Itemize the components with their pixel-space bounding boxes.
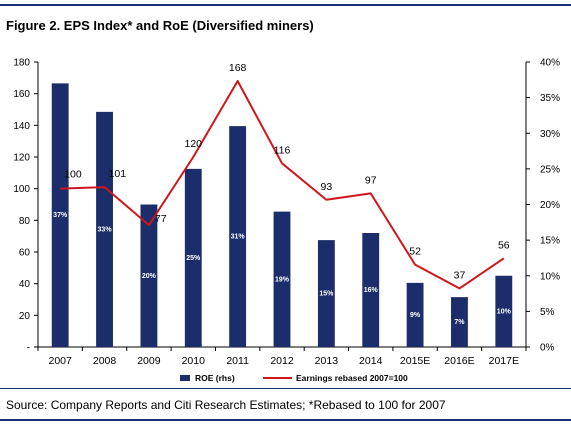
roe-bar-label: 37% [53, 212, 68, 219]
roe-bar [317, 240, 335, 347]
roe-bar-label: 15% [319, 291, 334, 298]
earnings-line-label: 101 [109, 168, 127, 180]
top-rule [0, 4, 571, 6]
legend-earnings-label: Earnings rebased 2007=100 [296, 373, 408, 383]
left-axis-tick-label: 180 [13, 58, 30, 69]
x-axis-tick-label: 2008 [93, 355, 117, 367]
roe-bar [495, 275, 513, 347]
roe-bar-label: 7% [454, 319, 465, 326]
bottom-rule [0, 419, 571, 421]
left-axis-tick-label: 60 [19, 248, 31, 259]
x-axis-tick-label: 2012 [270, 355, 294, 367]
roe-bar [406, 282, 424, 347]
x-axis-tick-label: 2016E [444, 355, 474, 367]
roe-bar [273, 211, 291, 347]
x-axis-tick-label: 2017E [489, 355, 519, 367]
earnings-line-label: 56 [498, 239, 510, 251]
left-axis-tick-label: 100 [13, 184, 30, 195]
earnings-line-label: 100 [64, 169, 82, 181]
x-axis-tick-label: 2014 [359, 355, 383, 367]
roe-bar [451, 297, 468, 347]
earnings-line-label: 77 [155, 213, 167, 225]
earnings-line-label: 52 [409, 246, 421, 258]
roe-bar-label: 31% [231, 234, 246, 241]
left-axis-tick-label: - [27, 343, 30, 354]
roe-bar-label: 16% [364, 287, 379, 294]
x-axis-tick-label: 2010 [182, 355, 206, 367]
left-axis-tick-label: 120 [13, 153, 30, 164]
roe-bar [362, 233, 380, 347]
earnings-line [60, 80, 505, 290]
roe-bar [184, 168, 202, 347]
earnings-line-label: 116 [274, 144, 291, 156]
x-axis-tick-label: 2011 [226, 355, 249, 367]
roe-bar [51, 83, 69, 347]
earnings-line-label: 120 [185, 138, 203, 150]
earnings-line-label: 93 [321, 181, 333, 193]
x-axis-tick-label: 2015E [400, 355, 430, 367]
left-axis-tick-label: 160 [13, 89, 30, 100]
right-axis-tick-label: 25% [540, 164, 560, 175]
left-axis-tick-label: 20 [19, 311, 31, 322]
left-axis-tick-label: 40 [19, 279, 31, 290]
right-axis-tick-label: 20% [540, 200, 560, 211]
right-axis-tick-label: 0% [540, 343, 555, 354]
right-axis-tick-label: 40% [540, 58, 560, 69]
roe-bar-label: 9% [410, 312, 421, 319]
earnings-line-label: 97 [365, 174, 377, 186]
right-axis-tick-label: 5% [540, 307, 555, 318]
x-axis-tick-label: 2013 [315, 355, 339, 367]
legend-roe-swatch [180, 375, 190, 381]
roe-bar-label: 20% [142, 273, 157, 280]
x-axis-tick-label: 2007 [49, 355, 73, 367]
right-axis-tick-label: 10% [540, 271, 560, 282]
roe-bar-label: 10% [497, 308, 512, 315]
earnings-line-label: 37 [454, 269, 466, 281]
earnings-line-label: 168 [229, 62, 247, 74]
roe-bar [229, 126, 247, 347]
roe-bar-label: 19% [275, 276, 290, 283]
right-axis-tick-label: 15% [540, 236, 560, 247]
left-axis-tick-label: 80 [19, 216, 31, 227]
roe-bar-label: 25% [186, 255, 201, 262]
roe-bar [140, 204, 158, 347]
source-note: Source: Company Reports and Citi Researc… [6, 398, 446, 412]
right-axis-tick-label: 35% [540, 93, 560, 104]
legend-roe-label: ROE (rhs) [195, 373, 235, 383]
roe-bar [96, 111, 113, 347]
roe-bar-label: 33% [98, 226, 113, 233]
source-rule [0, 388, 571, 389]
right-axis-tick-label: 30% [540, 129, 560, 140]
figure-title: Figure 2. EPS Index* and RoE (Diversifie… [6, 18, 314, 33]
left-axis-tick-label: 140 [13, 121, 30, 132]
x-axis-tick-label: 2009 [137, 355, 161, 367]
